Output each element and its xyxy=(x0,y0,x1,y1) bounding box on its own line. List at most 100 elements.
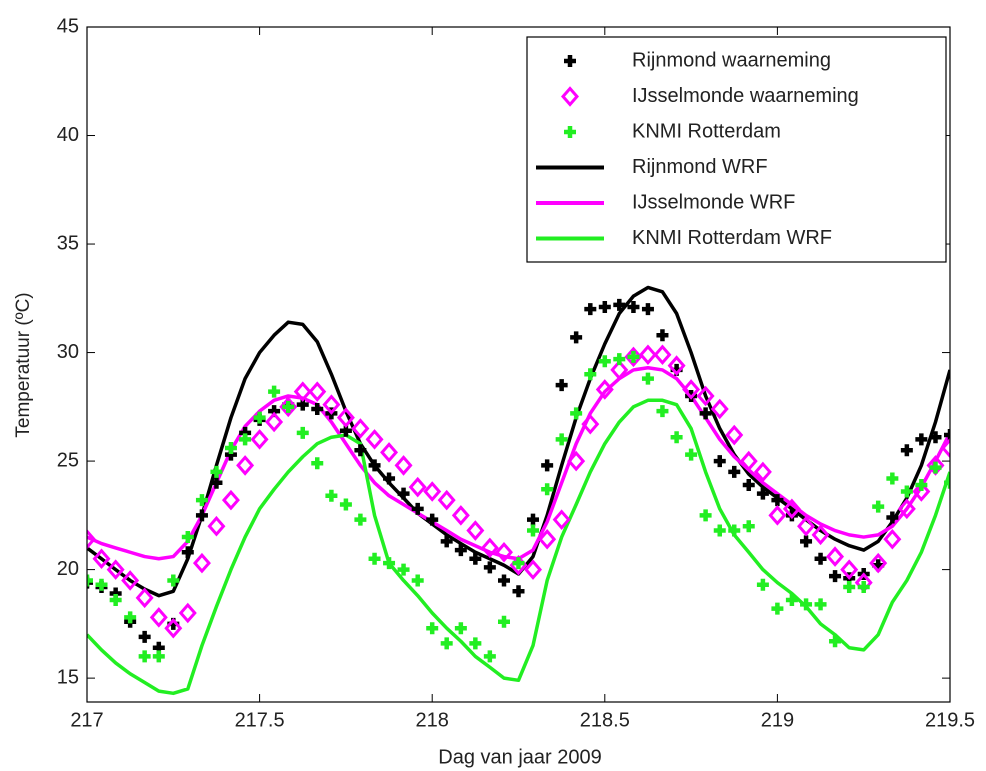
plus-marker xyxy=(109,593,122,606)
plus-marker xyxy=(368,459,381,472)
x-tick-label: 218.5 xyxy=(580,709,630,731)
plus-marker xyxy=(915,433,928,446)
diamond-marker xyxy=(567,450,586,472)
plus-marker xyxy=(584,368,597,381)
plus-marker xyxy=(454,622,467,635)
diamond-marker xyxy=(524,559,542,580)
plus-marker xyxy=(872,500,885,513)
plus-marker xyxy=(195,494,208,507)
diamond-marker xyxy=(538,528,557,550)
plus-marker xyxy=(829,570,842,583)
plus-marker xyxy=(641,372,654,385)
diamond-marker xyxy=(912,481,931,502)
plus-marker xyxy=(383,557,396,570)
y-tick-label: 35 xyxy=(57,232,79,254)
diamond-marker xyxy=(394,455,413,476)
diamond-marker xyxy=(595,379,614,400)
plus-marker xyxy=(641,303,654,316)
diamond-marker xyxy=(610,359,629,381)
plus-marker xyxy=(670,431,683,444)
x-tick-label: 217.5 xyxy=(235,709,285,731)
diamond-marker xyxy=(667,355,686,376)
plus-marker xyxy=(498,574,511,587)
plus-marker xyxy=(311,402,324,415)
plus-marker xyxy=(814,598,827,611)
plus-marker xyxy=(268,385,281,398)
diamond-marker xyxy=(811,524,830,546)
plus-marker xyxy=(181,546,194,559)
legend-label: Rijnmond waarneming xyxy=(632,49,831,71)
plus-marker xyxy=(411,574,424,587)
diamond-marker xyxy=(624,346,643,368)
plus-marker xyxy=(339,498,352,511)
diamond-marker xyxy=(725,424,744,446)
diamond-marker xyxy=(437,489,456,511)
diamond-marker xyxy=(710,398,729,420)
plus-marker xyxy=(483,561,496,574)
diamond-marker xyxy=(753,461,772,483)
plus-marker xyxy=(397,487,410,500)
legend-label: IJsselmonde waarneming xyxy=(632,85,859,107)
plus-marker xyxy=(167,574,180,587)
plus-marker xyxy=(87,574,93,587)
plus-marker xyxy=(584,303,597,316)
legend-label: IJsselmonde WRF xyxy=(632,191,795,213)
plus-marker xyxy=(440,535,453,548)
plus-marker xyxy=(541,483,554,496)
plus-marker xyxy=(354,444,367,457)
diamond-marker xyxy=(92,548,111,570)
plus-marker xyxy=(296,426,309,439)
diamond-marker xyxy=(782,498,801,520)
plus-marker xyxy=(138,630,151,643)
plus-marker xyxy=(152,650,165,663)
plus-marker xyxy=(564,55,576,67)
diamond-marker xyxy=(135,587,154,609)
plus-marker xyxy=(564,126,576,138)
plus-marker xyxy=(512,557,525,570)
plus-marker xyxy=(699,407,712,420)
diamond-marker xyxy=(121,570,140,591)
y-tick-label: 30 xyxy=(57,341,79,363)
x-axis-label: Dag van jaar 2009 xyxy=(438,746,601,768)
x-tick-label: 219 xyxy=(761,709,794,731)
diamond-marker xyxy=(106,559,125,580)
y-tick-label: 25 xyxy=(57,449,79,471)
plus-marker xyxy=(900,444,913,457)
plus-marker xyxy=(512,585,525,598)
plus-marker xyxy=(555,433,568,446)
plus-marker xyxy=(498,615,511,628)
plus-marker xyxy=(181,531,194,544)
plot-area xyxy=(87,285,950,696)
diamond-marker xyxy=(322,394,341,415)
plus-marker xyxy=(138,650,151,663)
diamond-marker xyxy=(638,344,657,366)
plus-marker xyxy=(440,637,453,650)
plus-marker xyxy=(929,461,942,474)
plus-marker xyxy=(915,478,928,491)
plus-marker xyxy=(800,598,813,611)
diamond-marker xyxy=(883,528,902,550)
diamond-marker xyxy=(423,481,442,502)
diamond-marker xyxy=(826,546,845,567)
plus-marker xyxy=(224,442,237,455)
diamond-marker xyxy=(149,607,168,628)
plus-marker xyxy=(843,580,856,593)
plus-marker xyxy=(785,593,798,606)
plus-marker xyxy=(354,513,367,526)
plus-marker xyxy=(613,298,626,311)
plus-marker xyxy=(699,509,712,522)
y-tick-label: 40 xyxy=(57,124,79,146)
diamond-marker xyxy=(466,520,485,541)
plus-marker xyxy=(685,448,698,461)
plus-marker xyxy=(771,602,784,615)
plus-marker xyxy=(239,433,252,446)
plus-marker xyxy=(627,350,640,363)
plus-marker xyxy=(742,520,755,533)
plus-marker xyxy=(210,465,223,478)
diamond-marker xyxy=(336,407,355,428)
diamond-marker xyxy=(797,515,816,537)
diamond-marker xyxy=(897,498,916,520)
y-tick-label: 15 xyxy=(57,666,79,688)
plus-marker xyxy=(742,478,755,491)
